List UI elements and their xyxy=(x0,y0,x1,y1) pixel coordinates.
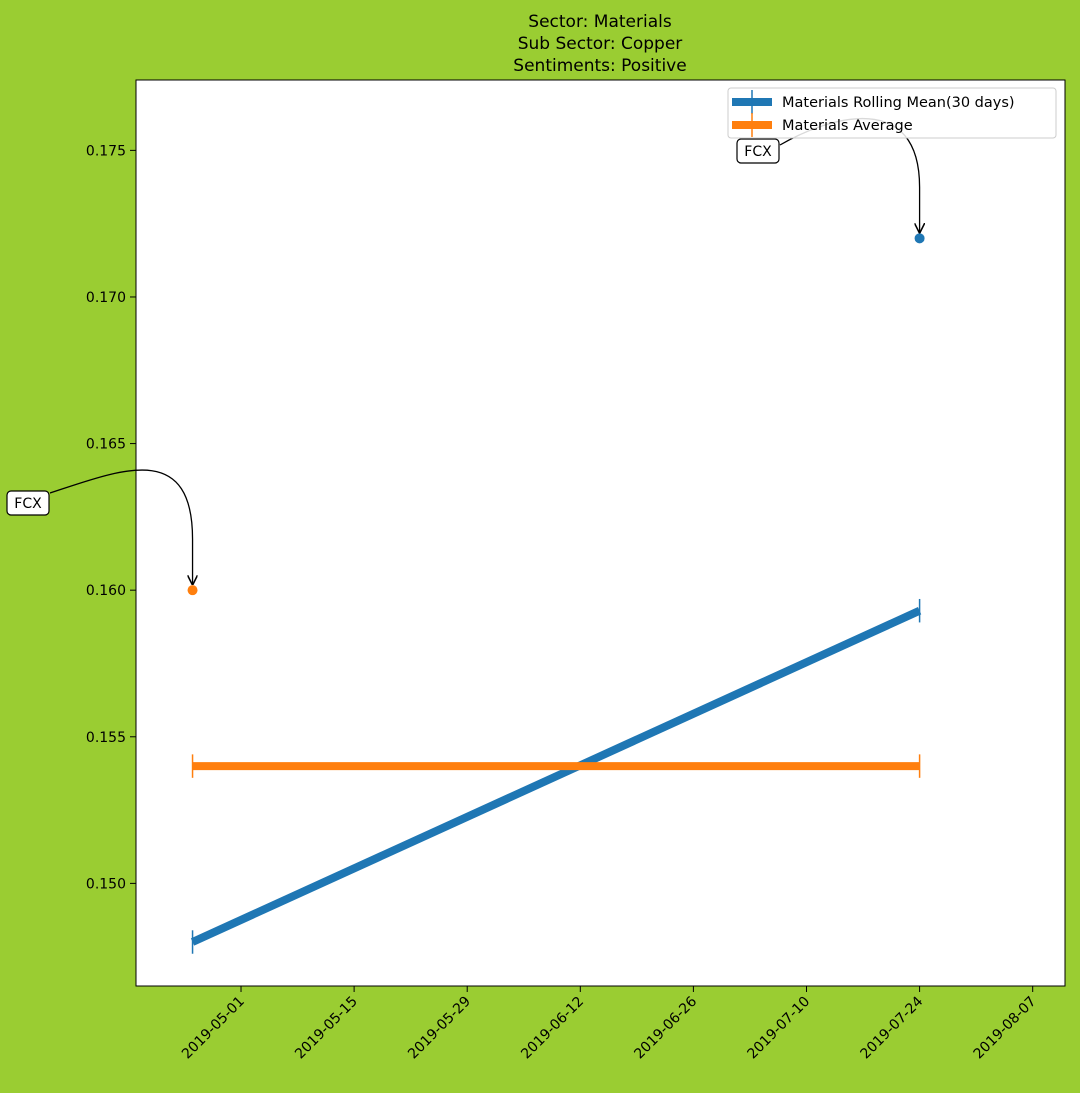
chart-title-line: Sub Sector: Copper xyxy=(518,34,683,54)
chart-title-line: Sentiments: Positive xyxy=(513,56,686,76)
y-axis: 0.150 0.155 0.160 0.165 0.170 0.175 xyxy=(86,143,136,892)
y-tick-label: 0.170 xyxy=(86,290,126,306)
x-tick-label: 2019-05-15 xyxy=(292,994,361,1063)
y-tick-label: 0.160 xyxy=(86,583,126,599)
y-tick-label: 0.165 xyxy=(86,437,126,453)
data-point-1 xyxy=(187,585,198,596)
points-layer xyxy=(187,233,925,596)
x-tick-label: 2019-06-26 xyxy=(631,993,700,1062)
x-tick-label: 2019-05-01 xyxy=(179,994,248,1063)
y-tick-label: 0.155 xyxy=(86,730,126,746)
x-axis: 2019-05-01 2019-05-15 2019-05-29 2019-06-12… xyxy=(179,986,1040,1062)
annotation-box xyxy=(6,490,50,516)
plot-frame xyxy=(135,79,1066,987)
annotation-label: FCX xyxy=(14,496,42,512)
plot-area xyxy=(136,80,1065,986)
chart-title-line: Sector: Materials xyxy=(528,12,672,32)
x-tick-label: 2019-06-12 xyxy=(518,994,587,1063)
x-tick-label: 2019-07-24 xyxy=(858,993,927,1062)
annotation-label: FCX xyxy=(744,144,772,160)
legend-label-1: Materials Average xyxy=(782,118,913,134)
x-tick-label: 2019-08-07 xyxy=(971,994,1040,1063)
series-line-0 xyxy=(190,607,922,946)
data-point-0 xyxy=(914,233,925,244)
series-layer xyxy=(190,598,922,954)
annotation-arrow xyxy=(49,469,193,584)
x-tick-label: 2019-05-29 xyxy=(405,994,474,1063)
legend-label-0: Materials Rolling Mean(30 days) xyxy=(782,95,1015,111)
x-tick-label: 2019-07-10 xyxy=(744,994,813,1063)
y-tick-label: 0.175 xyxy=(86,143,126,159)
annotation-box xyxy=(736,138,780,164)
legend-box xyxy=(727,87,1057,139)
y-tick-label: 0.150 xyxy=(86,876,126,892)
legend: Materials Rolling Mean(30 days) Materials… xyxy=(727,87,1057,139)
